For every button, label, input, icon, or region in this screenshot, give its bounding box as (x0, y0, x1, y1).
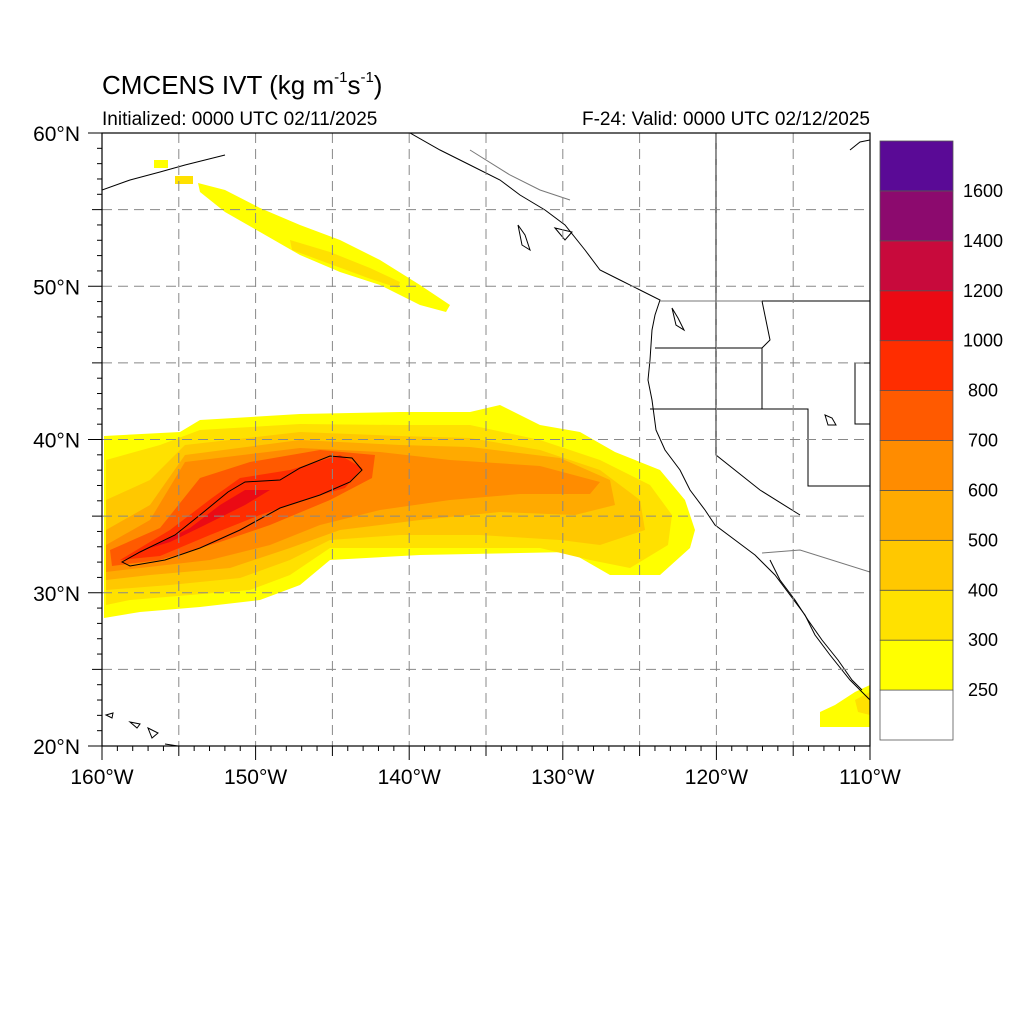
graticule (102, 133, 870, 746)
ivt-speck (154, 160, 168, 168)
colorbar-swatch (879, 140, 954, 192)
colorbar-swatch (879, 240, 954, 292)
colorbar-swatch (879, 539, 954, 591)
y-tick-label: 30°N (33, 583, 80, 606)
colorbar-label: 400 (968, 580, 998, 600)
baja-coast-icon (769, 559, 863, 691)
colorbar-swatch (879, 290, 954, 342)
great-salt-lake-icon (824, 414, 837, 426)
colorbar-label: 800 (968, 381, 998, 401)
x-tick-label: 150°W (224, 766, 287, 789)
coastlines (102, 133, 870, 746)
map-title: CMCENS IVT (kg m-1s-1) (102, 69, 383, 100)
state-border-icon (715, 409, 801, 516)
lake-icon (671, 307, 686, 332)
colorbar-label: 1000 (963, 331, 1003, 351)
alaska-border-icon (469, 149, 571, 201)
x-tick-label: 120°W (685, 766, 748, 789)
y-tick-label: 20°N (33, 736, 80, 759)
init-time-label: Initialized: 0000 UTC 02/11/2025 (102, 109, 378, 130)
ivt-1000-region (150, 490, 270, 548)
ivt-800-contour (120, 455, 363, 567)
axis-labels: 160°W 150°W 140°W 130°W 120°W 110°W 20°N 30°N 40… (33, 123, 901, 789)
colorbar-label: 1600 (963, 181, 1003, 201)
ivt-north-band-inner (290, 240, 400, 288)
hawaii-icon (147, 726, 159, 739)
colorbar-swatch (879, 639, 954, 691)
state-border-icon (761, 300, 771, 349)
colorbar-swatch (879, 589, 954, 641)
colorbar-swatch (879, 340, 954, 391)
y-tick-label: 50°N (33, 276, 80, 299)
colorbar-swatch (879, 440, 954, 491)
colorbar-swatch (879, 390, 954, 441)
ivt-shading (104, 160, 870, 727)
ivt-mexico-patch-inner (855, 692, 870, 715)
colorbar-label: 1400 (963, 231, 1003, 251)
x-tick-label: 130°W (531, 766, 594, 789)
y-tick-label: 40°N (33, 430, 80, 453)
x-tick-label: 110°W (839, 766, 901, 789)
x-tick-label: 140°W (378, 766, 441, 789)
colorbar-swatch (879, 490, 954, 541)
colorbar-label: 1200 (963, 281, 1003, 301)
state-border-icon (854, 362, 870, 425)
x-tick-label: 160°W (70, 766, 133, 789)
state-border-icon (655, 347, 763, 409)
colorbar: 250 300 400 500 600 700 800 1000 1200 1400 1600 (879, 140, 1003, 741)
valid-time-label: F-24: Valid: 0000 UTC 02/12/2025 (582, 109, 870, 130)
island-icon (849, 139, 870, 151)
ivt-speck (175, 176, 193, 184)
ivt-north-band (198, 183, 450, 312)
ivt-mexico-patch (820, 685, 870, 727)
axis-ticks (88, 132, 871, 760)
state-border-icon (650, 408, 870, 487)
colorbar-label: 500 (968, 530, 998, 550)
hawaii-icon (128, 721, 141, 729)
colorbar-label: 300 (968, 630, 998, 650)
hawaii-icon (104, 712, 114, 719)
island-icon (517, 224, 531, 252)
mexico-border-icon (761, 549, 870, 573)
colorbar-swatch (879, 689, 954, 741)
colorbar-label: 600 (968, 480, 998, 500)
colorbar-swatch (879, 190, 954, 242)
alaska-coast-icon (102, 154, 226, 191)
island-icon (553, 227, 573, 241)
colorbar-label: 250 (968, 680, 998, 700)
y-tick-label: 60°N (33, 123, 80, 146)
colorbar-label: 700 (968, 431, 998, 451)
